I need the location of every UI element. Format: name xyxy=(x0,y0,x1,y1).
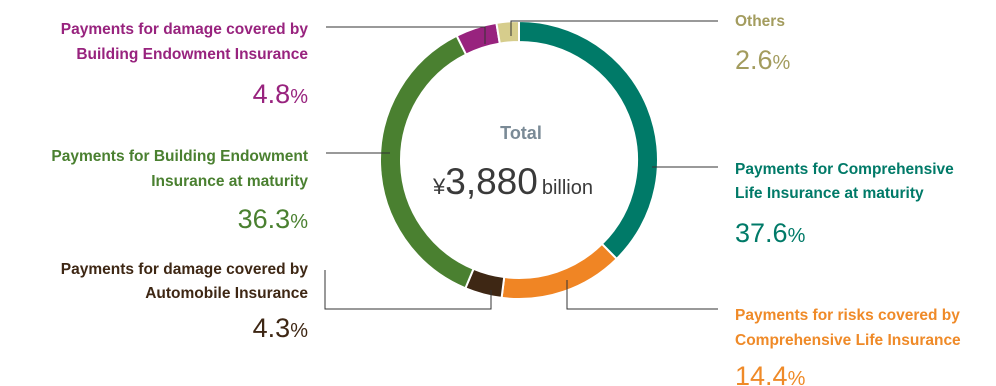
leader-line-building-damage xyxy=(326,26,486,44)
center-unit: billion xyxy=(542,177,593,199)
label-others-line-1: Others xyxy=(735,13,785,30)
leader-line-comp-risks xyxy=(566,280,718,310)
label-comp-maturity-line-2: Life Insurance at maturity xyxy=(735,185,924,202)
percent-auto-damage: 4.3% xyxy=(253,313,309,343)
segment-others xyxy=(495,19,520,45)
label-comp-maturity-line-1: Payments for Comprehensive xyxy=(735,161,954,178)
label-auto-damage-line-1: Payments for damage covered by xyxy=(61,261,309,278)
leader-lines xyxy=(324,20,718,310)
label-building-damage-line-2: Building Endowment Insurance xyxy=(76,46,308,63)
label-building-maturity-line-1: Payments for Building Endowment xyxy=(51,148,308,165)
label-comp-risks-line-1: Payments for risks covered by xyxy=(735,307,960,324)
percent-building-maturity: 36.3% xyxy=(238,204,309,234)
label-building-damage-line-1: Payments for damage covered by xyxy=(61,21,309,38)
percent-comp-maturity: 37.6% xyxy=(735,218,806,248)
leader-line-auto-damage xyxy=(324,270,492,310)
percent-others: 2.6% xyxy=(735,45,791,75)
label-building-maturity-line-2: Insurance at maturity xyxy=(151,173,308,190)
label-comp-risks-line-2: Comprehensive Life Insurance xyxy=(735,332,961,349)
donut-segments xyxy=(379,19,659,300)
label-auto-damage-line-2: Automobile Insurance xyxy=(145,285,308,302)
center-label: Total xyxy=(500,123,542,143)
segment-comp-risks xyxy=(500,242,619,300)
percent-building-damage: 4.8% xyxy=(253,79,309,109)
center-total: ¥3,880 billion xyxy=(432,161,593,202)
center-currency: ¥ xyxy=(432,174,446,199)
percent-comp-risks: 14.4% xyxy=(735,361,806,386)
segment-labels: Payments for Comprehensive Life Insurance… xyxy=(51,13,961,386)
segment-building-damage xyxy=(455,21,501,56)
center-value: 3,880 xyxy=(445,161,538,202)
leader-line-others xyxy=(510,20,718,36)
